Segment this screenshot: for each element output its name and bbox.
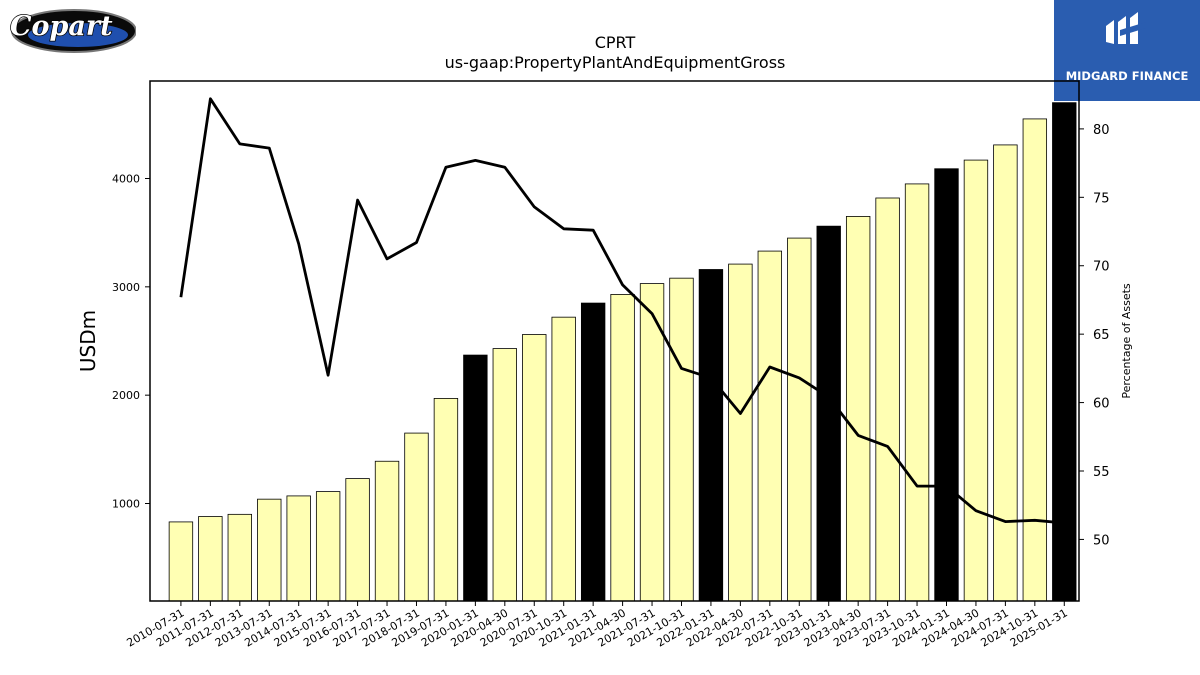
- bar-2024-10-31: [1022, 118, 1048, 602]
- y-right-tick-label: 60: [1093, 397, 1110, 412]
- y-tick-label: 2000: [112, 389, 140, 402]
- bar-2025-01-31: [1052, 102, 1077, 602]
- bar-2023-10-31: [904, 183, 930, 602]
- x-axis: 2010-07-312011-07-312012-07-312013-07-31…: [125, 601, 1070, 650]
- copart-logo-text: Copart: [10, 11, 113, 42]
- bar-2022-04-30: [728, 263, 753, 602]
- bar-2020-07-31: [522, 334, 547, 602]
- y-axis-right: 50 55 60 65 70 75 80: [1079, 123, 1110, 548]
- bar-2021-10-31: [669, 277, 694, 602]
- midgard-mark-icon: [1106, 12, 1146, 44]
- bar-2024-07-31: [993, 144, 1018, 602]
- bar-2023-04-30: [845, 216, 871, 602]
- bar-series: [168, 102, 1077, 602]
- copart-logo-graphic: Copart: [9, 9, 137, 53]
- line-series: [179, 97, 1065, 525]
- bar-2023-07-31: [875, 197, 900, 602]
- bar-2022-07-31: [757, 250, 783, 602]
- y-right-tick-label: 75: [1093, 191, 1110, 206]
- chart-title: CPRT: [595, 33, 636, 52]
- copart-logo: Copart: [4, 4, 137, 54]
- bar-2021-01-31: [580, 302, 606, 602]
- y-tick-label: 1000: [112, 498, 140, 511]
- bar-2024-04-30: [963, 159, 989, 602]
- bar-2017-07-31: [374, 460, 400, 602]
- bar-2018-07-31: [404, 432, 429, 602]
- y-right-tick-label: 80: [1093, 123, 1110, 138]
- bar-2010-07-31: [168, 521, 194, 602]
- y-right-tick-label: 65: [1093, 328, 1110, 343]
- y-tick-label: 4000: [112, 173, 140, 186]
- bar-2023-01-31: [816, 225, 841, 602]
- y-tick-label: 3000: [112, 281, 140, 294]
- bar-2022-10-31: [787, 237, 812, 602]
- plot-frame: [149, 80, 1080, 602]
- y-axis-right-label: Percentage of Assets: [1120, 283, 1133, 399]
- y-right-tick-label: 55: [1093, 465, 1110, 480]
- bar-2014-07-31: [286, 495, 311, 602]
- bar-2012-07-31: [227, 513, 252, 602]
- y-axis-left: 1000 2000 3000 4000: [112, 173, 150, 511]
- bar-2015-07-31: [315, 491, 341, 602]
- bar-2022-01-31: [698, 269, 724, 602]
- y-right-tick-label: 70: [1093, 260, 1110, 275]
- bar-2021-04-30: [610, 294, 635, 602]
- bar-2011-07-31: [198, 516, 223, 602]
- bar-2024-01-31: [934, 168, 959, 602]
- bar-2013-07-31: [257, 498, 282, 602]
- midgard-finance-label: MIDGARD FINANCE: [1065, 69, 1189, 83]
- chart-subtitle: us-gaap:PropertyPlantAndEquipmentGross: [445, 53, 786, 72]
- bar-2020-01-31: [463, 354, 488, 602]
- bar-2020-10-31: [551, 316, 576, 602]
- bar-2020-04-30: [492, 348, 517, 602]
- bar-2019-07-31: [433, 398, 459, 602]
- y-right-tick-label: 50: [1093, 533, 1110, 548]
- y-axis-label: USDm: [76, 310, 100, 372]
- bar-2016-07-31: [345, 478, 370, 602]
